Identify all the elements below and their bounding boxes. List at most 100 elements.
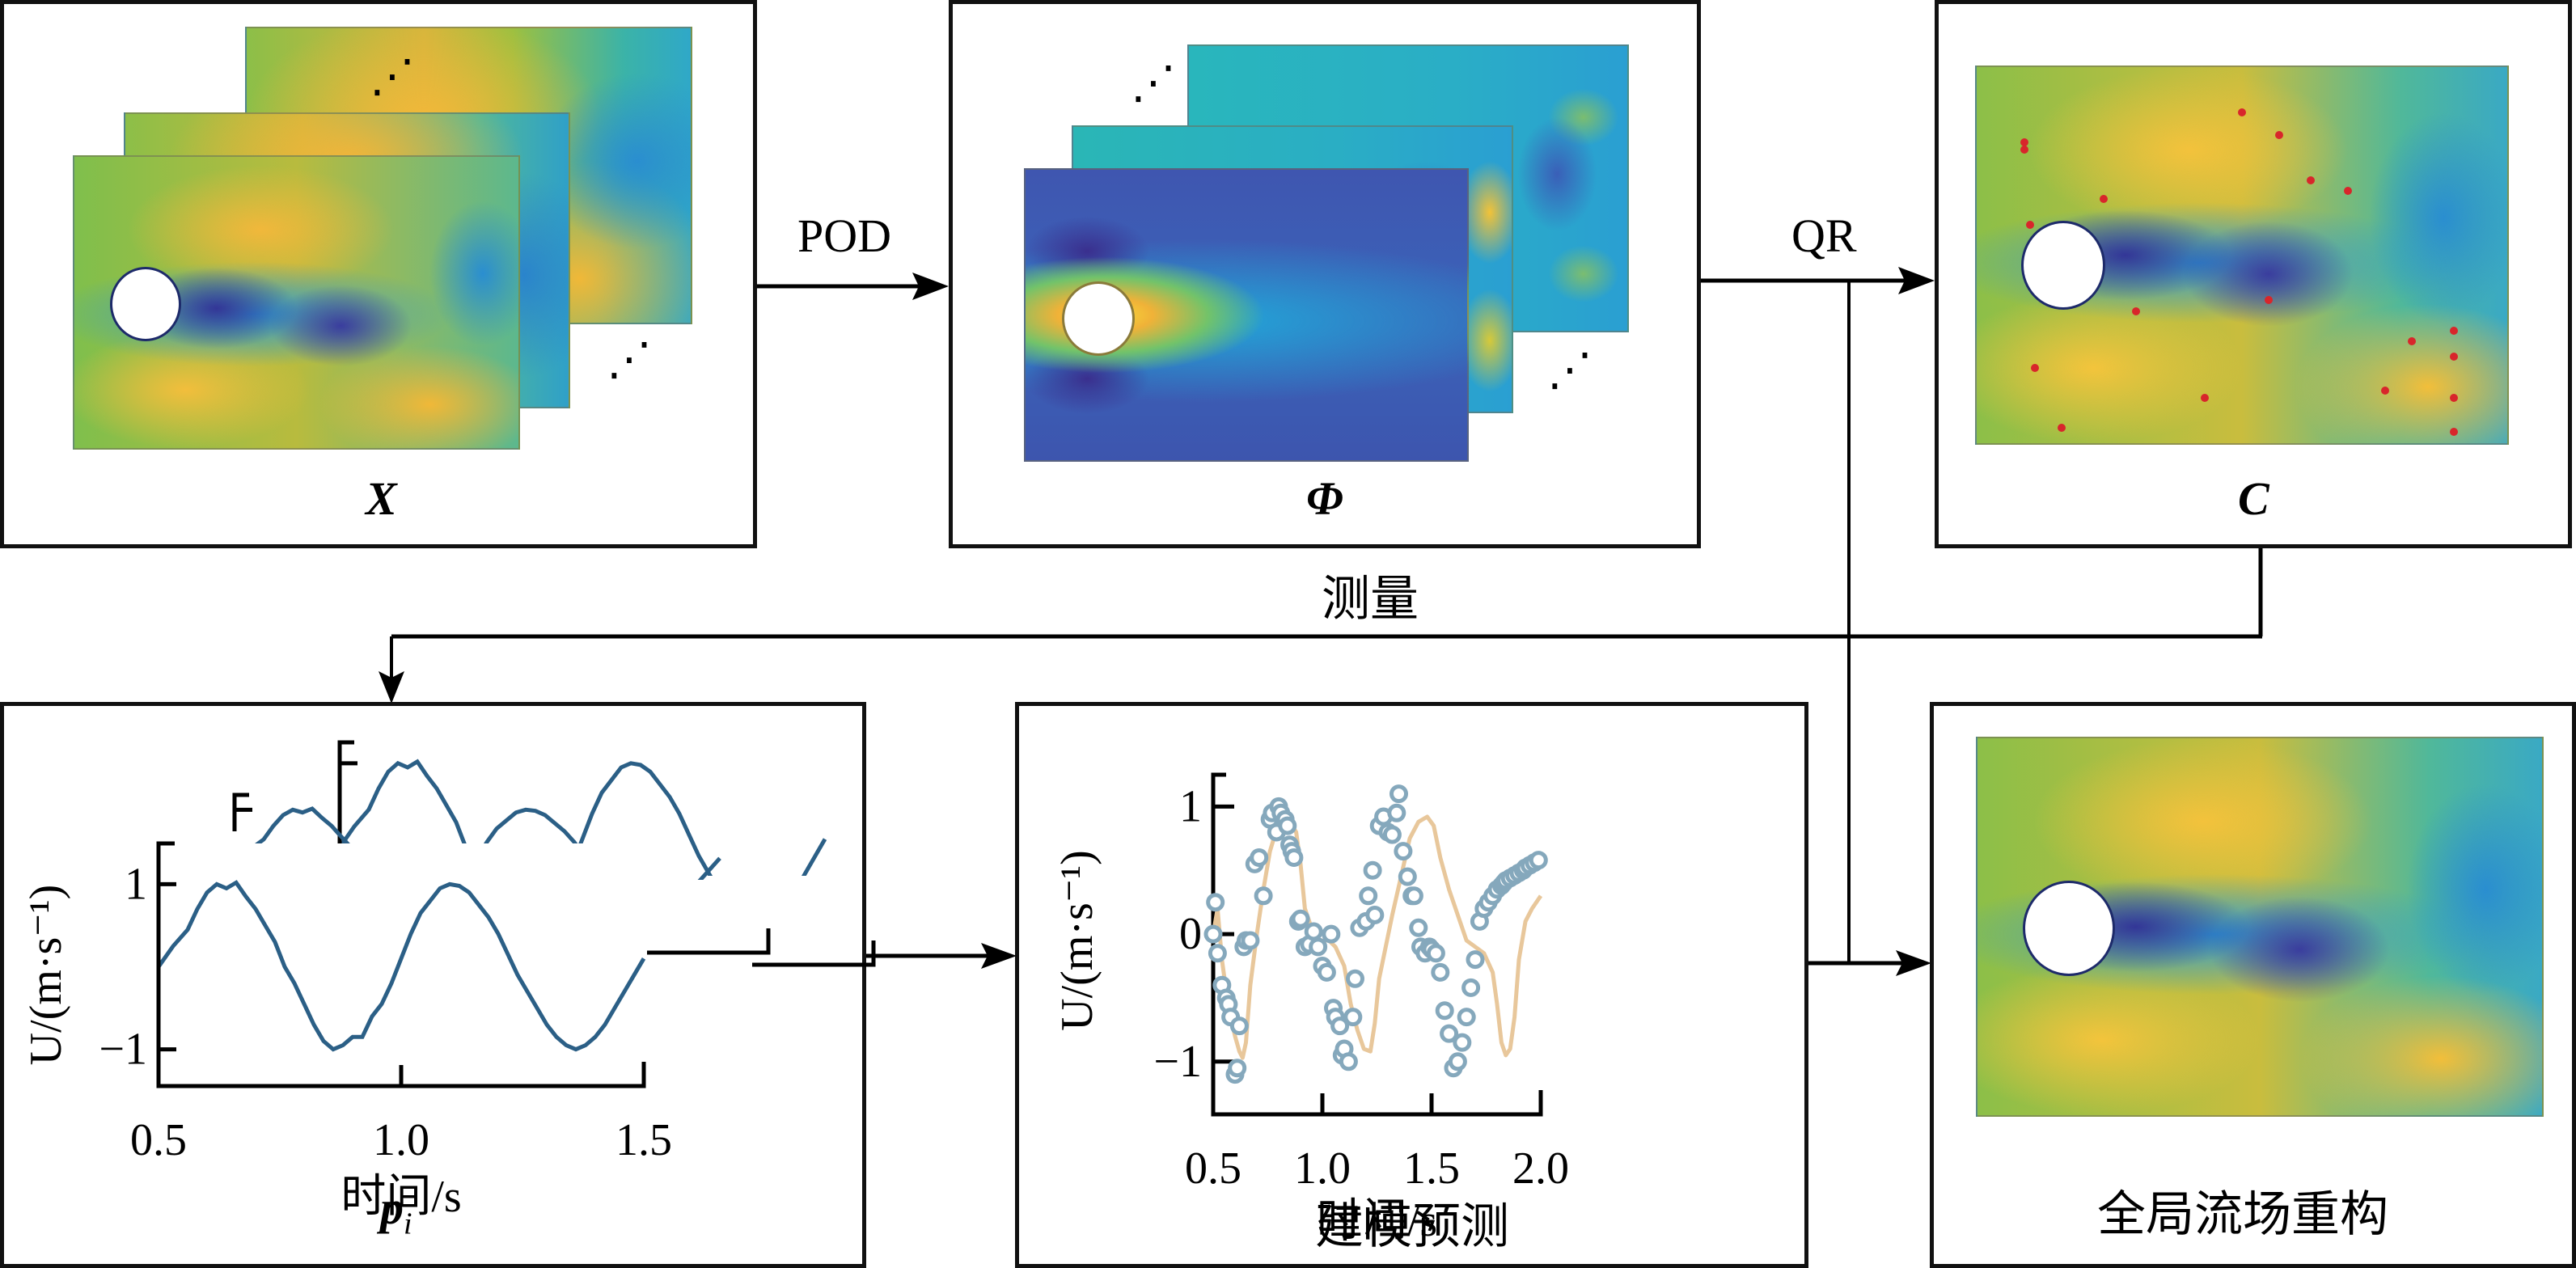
pod-mode-frame-front (1024, 168, 1469, 462)
sample-point (1203, 924, 1223, 944)
sensor-point (2450, 353, 2459, 361)
sample-point (1466, 950, 1485, 970)
ellipsis-icon: ⋰ (1547, 344, 1593, 396)
panel-mask (157, 843, 647, 1090)
y-axis-stub (232, 792, 249, 831)
time-coeff-symbol: p (380, 1181, 404, 1234)
sample-point (1278, 816, 1297, 835)
sensor-field-frame (1975, 66, 2509, 445)
sensor-point (2381, 386, 2390, 395)
model-to-recon-arrow-head (1896, 950, 1931, 976)
sample-point (1404, 886, 1423, 906)
sensor-point (2450, 428, 2459, 437)
y-axis-label: U/(m·s⁻¹) (21, 885, 71, 1066)
cylinder-obstacle (2023, 881, 2115, 976)
coefficient-panel-front: −1 1 0.5 1.0 1.5 时间/s U/(m·s⁻¹) (21, 841, 672, 1222)
sample-point (1330, 1017, 1350, 1036)
x-tick-label: 1.5 (1403, 1143, 1460, 1194)
sensor-point (2020, 146, 2029, 154)
y-tick-label: −1 (99, 1025, 147, 1075)
x-axis-corner (752, 940, 876, 967)
ellipsis-icon: ⋰ (370, 50, 415, 103)
reconstructed-field-frame (1976, 737, 2544, 1117)
y-tick-label: −1 (1153, 1037, 1202, 1087)
cylinder-obstacle (2021, 221, 2105, 310)
coeff-to-model-arrow-head (981, 943, 1017, 969)
sample-point (1317, 962, 1336, 982)
pod-modes-box: ⋰ ⋰ Φ (949, 0, 1701, 548)
axes (156, 841, 646, 1088)
sample-point (1241, 931, 1260, 950)
sample-point (1448, 1052, 1467, 1071)
pod-arrow-head (912, 273, 949, 300)
reconstruction-caption: 全局流场重构 (2097, 1188, 2388, 1241)
x-tick-label: 1.0 (373, 1115, 429, 1165)
pod-modes-label: Φ (1306, 472, 1343, 525)
x-tick-label: 1.5 (615, 1115, 672, 1165)
sample-point (1254, 886, 1273, 906)
sample-point (1394, 842, 1413, 861)
axes (1211, 772, 1543, 1117)
sample-point (1390, 784, 1408, 804)
plot-area: −1 0 1 0.5 1.0 1.5 2.0 时间/s U/(m·s⁻¹) (1052, 772, 1569, 1246)
time-coeff-subscript: i (404, 1207, 412, 1241)
sample-point (1461, 978, 1481, 997)
ellipsis-icon: ⋰ (607, 333, 652, 386)
sample-point (1453, 1033, 1472, 1052)
sample-point (1431, 962, 1450, 982)
x-tick-label: 2.0 (1512, 1143, 1569, 1194)
time-coefficients-chart: −1 1 0.5 1.0 1.5 时间/s U/(m·s⁻¹) (21, 740, 876, 1222)
sample-point (1206, 893, 1225, 912)
modeling-caption: 建模预测 (1315, 1200, 1509, 1253)
ellipsis-icon: ⋰ (1131, 57, 1176, 109)
sample-point (1365, 905, 1385, 924)
sensor-point (2020, 138, 2029, 146)
sensor-point (2450, 394, 2459, 403)
sensor-placement-box: C (1935, 0, 2572, 548)
sensor-point (2031, 364, 2040, 372)
sample-point (1309, 937, 1328, 957)
coefficient-line (340, 759, 827, 876)
sample-point (1291, 909, 1310, 928)
sensor-point (2201, 394, 2210, 403)
x-tick-label: 0.5 (1185, 1143, 1241, 1194)
sample-point (1363, 860, 1382, 880)
y-tick-label: 0 (1179, 909, 1202, 959)
sensor-point (2344, 187, 2353, 196)
cylinder-obstacle (110, 267, 181, 341)
sensor-point (2264, 296, 2273, 305)
sensor-point (2238, 108, 2246, 116)
y-axis-label: U/(m·s⁻¹) (1052, 850, 1102, 1031)
qr-arrow-head (1898, 267, 1935, 294)
coefficient-line (156, 880, 646, 1052)
sample-point (1426, 944, 1445, 963)
sample-point (1409, 918, 1428, 937)
x-tick-label: 1.0 (1294, 1143, 1351, 1194)
sample-point (1322, 924, 1341, 944)
y-tick-label: 1 (1179, 781, 1202, 831)
sample-point (1304, 922, 1323, 941)
modeling-box (1015, 702, 1808, 1268)
sensor-point (2025, 221, 2034, 230)
x-tick-label: 0.5 (130, 1115, 187, 1165)
sample-point (1339, 1052, 1358, 1071)
sample-point (1435, 1001, 1454, 1021)
snapshot-matrix-label: X (366, 472, 397, 525)
sample-point (1398, 867, 1417, 886)
sensor-point (2274, 130, 2283, 139)
modeling-prediction-chart: −1 0 1 0.5 1.0 1.5 2.0 时间/s U/(m·s⁻¹) (1052, 772, 1569, 1246)
prediction-line (1211, 814, 1543, 1060)
sample-point (1387, 803, 1406, 822)
sample-point (1359, 886, 1378, 906)
sensor-point (2057, 424, 2066, 433)
sample-point (1208, 944, 1227, 963)
x-axis-label: 时间/s (1317, 1196, 1437, 1246)
sensor-point (2450, 326, 2459, 335)
sensor-point (2407, 337, 2416, 346)
sample-point (1284, 848, 1304, 867)
snapshot-matrix-box: ⋰ ⋰ X (0, 0, 757, 548)
pod-edge-label: POD (797, 209, 892, 262)
sensor-feedback-arrow-head (379, 671, 404, 704)
sample-point (1228, 1059, 1247, 1078)
